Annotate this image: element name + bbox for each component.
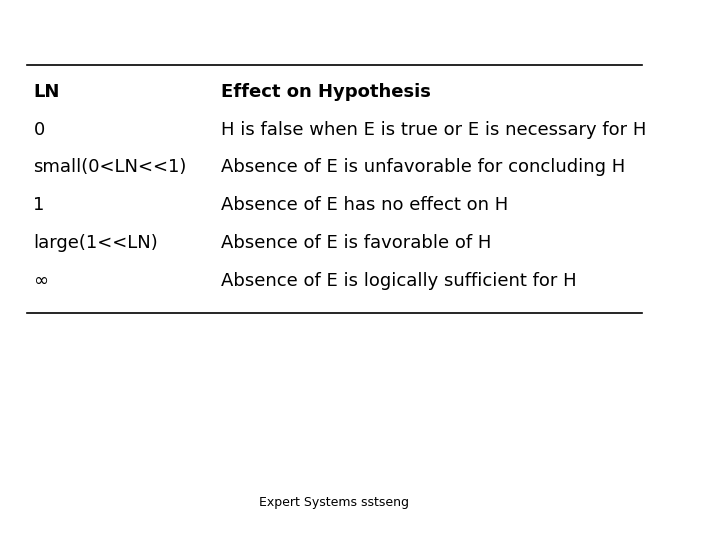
Text: Absence of E is unfavorable for concluding H: Absence of E is unfavorable for concludi… [220, 158, 625, 177]
Text: Absence of E is logically sufficient for H: Absence of E is logically sufficient for… [220, 272, 576, 290]
Text: Expert Systems sstseng: Expert Systems sstseng [259, 496, 409, 509]
Text: 0: 0 [33, 120, 45, 139]
Text: ∞: ∞ [33, 272, 48, 290]
Text: Effect on Hypothesis: Effect on Hypothesis [220, 83, 431, 101]
Text: 1: 1 [33, 196, 45, 214]
Text: small(0<LN<<1): small(0<LN<<1) [33, 158, 186, 177]
Text: H is false when E is true or E is necessary for H: H is false when E is true or E is necess… [220, 120, 646, 139]
Text: LN: LN [33, 83, 60, 101]
Text: large(1<<LN): large(1<<LN) [33, 234, 158, 252]
Text: Absence of E is favorable of H: Absence of E is favorable of H [220, 234, 491, 252]
Text: Absence of E has no effect on H: Absence of E has no effect on H [220, 196, 508, 214]
